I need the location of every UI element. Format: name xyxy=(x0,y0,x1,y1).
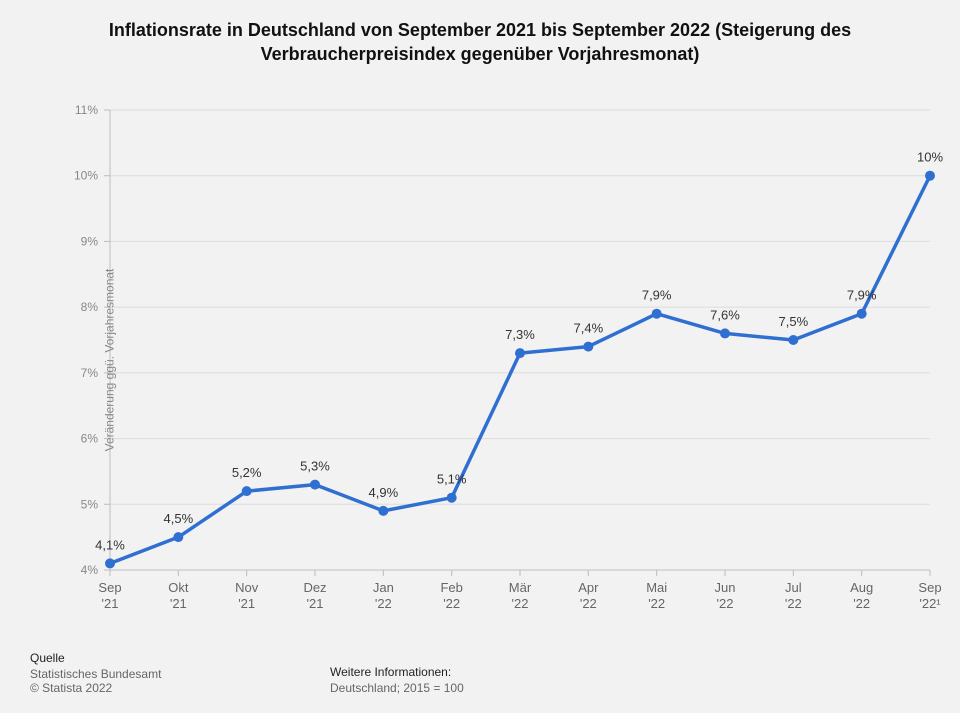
svg-text:7,6%: 7,6% xyxy=(710,307,740,322)
svg-text:'22: '22 xyxy=(648,596,665,611)
svg-text:7,9%: 7,9% xyxy=(847,288,877,303)
svg-text:'21: '21 xyxy=(102,596,119,611)
line-chart-svg: 4%5%6%7%8%9%10%11%Sep'21Okt'21Nov'21Dez'… xyxy=(0,80,960,640)
chart-title: Inflationsrate in Deutschland von Septem… xyxy=(0,0,960,67)
svg-text:9%: 9% xyxy=(81,234,99,248)
svg-text:Feb: Feb xyxy=(440,580,462,595)
svg-text:Apr: Apr xyxy=(578,580,599,595)
svg-text:Nov: Nov xyxy=(235,580,259,595)
y-axis-label: Veränderung ggü. Vorjahresmonat xyxy=(102,269,116,452)
svg-text:Dez: Dez xyxy=(303,580,326,595)
svg-text:5,3%: 5,3% xyxy=(300,459,330,474)
info-line-1: Deutschland; 2015 = 100 xyxy=(330,681,464,695)
svg-text:'22: '22 xyxy=(375,596,392,611)
svg-text:'21: '21 xyxy=(307,596,324,611)
svg-text:10%: 10% xyxy=(917,150,943,165)
svg-text:'22: '22 xyxy=(443,596,460,611)
svg-text:Aug: Aug xyxy=(850,580,873,595)
svg-text:Jan: Jan xyxy=(373,580,394,595)
svg-text:Sep: Sep xyxy=(918,580,941,595)
svg-text:Jul: Jul xyxy=(785,580,802,595)
source-footer: Quelle Statistisches Bundesamt © Statist… xyxy=(30,651,161,695)
svg-text:5,1%: 5,1% xyxy=(437,472,467,487)
svg-text:Okt: Okt xyxy=(168,580,189,595)
svg-text:'21: '21 xyxy=(170,596,187,611)
info-heading: Weitere Informationen: xyxy=(330,665,464,679)
svg-text:6%: 6% xyxy=(81,432,99,446)
svg-text:Jun: Jun xyxy=(715,580,736,595)
chart-container: Inflationsrate in Deutschland von Septem… xyxy=(0,0,960,713)
svg-text:Sep: Sep xyxy=(98,580,121,595)
source-line-1: Statistisches Bundesamt xyxy=(30,667,161,681)
svg-text:8%: 8% xyxy=(81,300,99,314)
svg-text:'21: '21 xyxy=(238,596,255,611)
svg-text:Mai: Mai xyxy=(646,580,667,595)
svg-text:7%: 7% xyxy=(81,366,99,380)
svg-text:'22¹: '22¹ xyxy=(919,596,941,611)
svg-text:7,3%: 7,3% xyxy=(505,327,535,342)
svg-text:'22: '22 xyxy=(580,596,597,611)
svg-text:Mär: Mär xyxy=(509,580,532,595)
svg-text:5%: 5% xyxy=(81,497,99,511)
svg-text:11%: 11% xyxy=(75,103,98,117)
svg-text:'22: '22 xyxy=(512,596,529,611)
svg-text:7,9%: 7,9% xyxy=(642,288,672,303)
svg-text:'22: '22 xyxy=(853,596,870,611)
source-heading: Quelle xyxy=(30,651,161,665)
svg-text:4,5%: 4,5% xyxy=(164,511,194,526)
svg-text:4,9%: 4,9% xyxy=(369,485,399,500)
svg-text:7,4%: 7,4% xyxy=(574,321,604,336)
svg-text:4,1%: 4,1% xyxy=(95,537,125,552)
svg-text:4%: 4% xyxy=(81,563,99,577)
svg-text:10%: 10% xyxy=(74,169,98,183)
svg-text:'22: '22 xyxy=(717,596,734,611)
svg-text:5,2%: 5,2% xyxy=(232,465,262,480)
chart-area: Veränderung ggü. Vorjahresmonat 4% 5% 6% 7%… xyxy=(0,80,960,640)
svg-text:'22: '22 xyxy=(785,596,802,611)
source-line-2: © Statista 2022 xyxy=(30,681,161,695)
info-footer: Weitere Informationen: Deutschland; 2015… xyxy=(330,665,464,695)
svg-text:7,5%: 7,5% xyxy=(779,314,809,329)
